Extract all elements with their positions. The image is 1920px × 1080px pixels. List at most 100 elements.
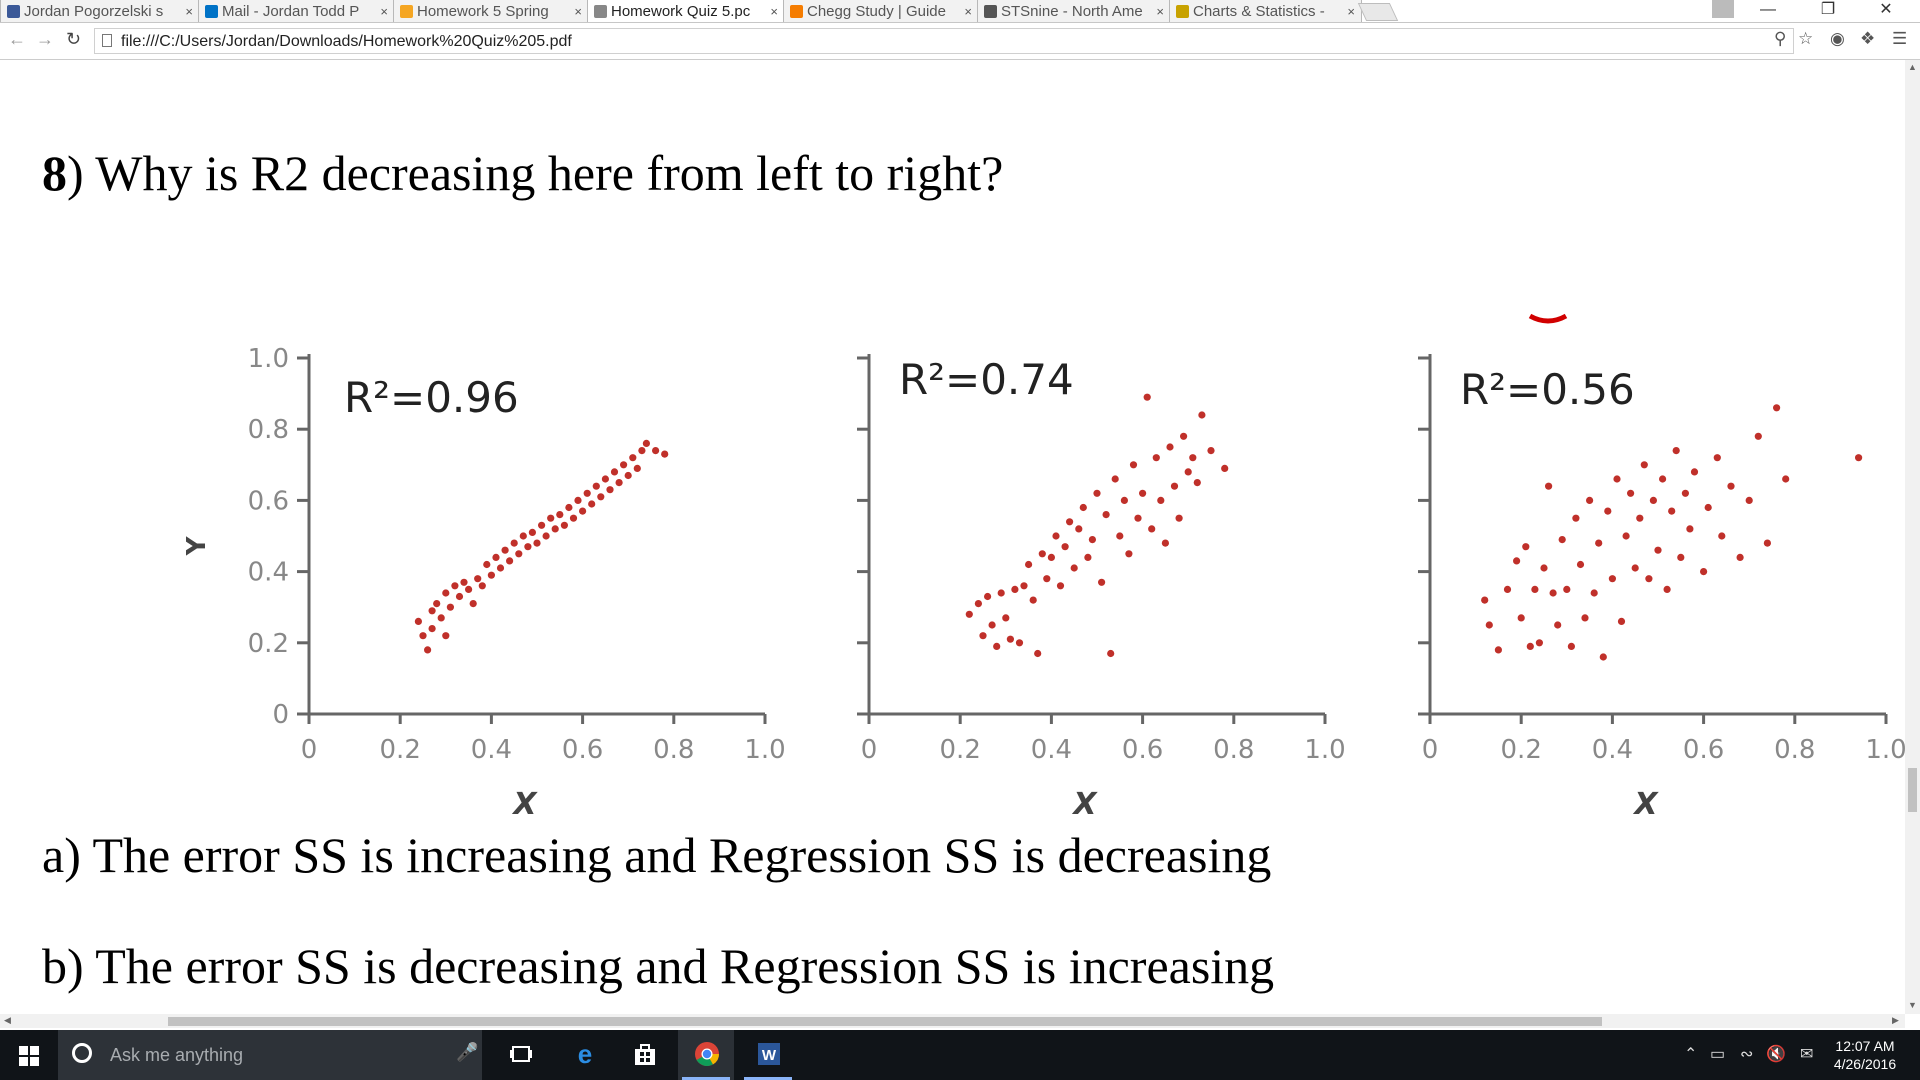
scatter-point [1535, 639, 1543, 647]
system-clock[interactable]: 12:07 AM 4/26/2016 [1830, 1037, 1900, 1073]
tab-4[interactable]: Homework Quiz 5.pc × [587, 0, 785, 22]
scatter-point [1622, 532, 1630, 540]
action-center-icon[interactable]: ✉ [1800, 1046, 1814, 1063]
scatter-point [1198, 411, 1206, 419]
scatter-point [642, 439, 651, 447]
word-button[interactable]: W [740, 1030, 796, 1080]
scatter-point [1617, 617, 1626, 625]
tab-title: Charts & Statistics - [1193, 2, 1325, 20]
close-window-icon[interactable]: ✕ [1879, 1, 1893, 18]
task-view-button[interactable] [492, 1030, 548, 1080]
tab-5[interactable]: Chegg Study | Guide × [783, 0, 979, 22]
search-placeholder[interactable]: Ask me anything [110, 1045, 244, 1065]
scatter-point [1098, 578, 1106, 586]
scatter-point [1056, 582, 1065, 590]
store-button[interactable] [616, 1030, 672, 1080]
new-tab-button[interactable] [1357, 3, 1399, 21]
tab-close-icon[interactable]: × [380, 3, 388, 19]
vertical-scroll-thumb[interactable] [1908, 768, 1917, 812]
zoom-icon[interactable]: ⚲ [1774, 29, 1787, 48]
scatter-point [1152, 454, 1160, 462]
scatter-point [542, 532, 550, 540]
scatter-point [547, 514, 555, 522]
wifi-icon[interactable]: ∾ [1740, 1046, 1754, 1063]
store-icon [635, 1044, 655, 1065]
x-axis-label: X [1632, 787, 1659, 820]
y-tick-label: 0.6 [248, 486, 289, 516]
vertical-scrollbar[interactable]: ▲ ▼ [1905, 60, 1920, 1014]
forward-icon[interactable]: → [36, 29, 54, 49]
scatter-point [455, 592, 464, 601]
scroll-up-icon[interactable]: ▲ [1908, 62, 1917, 72]
scatter-point [1207, 447, 1215, 455]
tab-6[interactable]: STSnine - North Ame × [977, 0, 1171, 22]
tab-3[interactable]: Homework 5 Spring × [393, 0, 589, 22]
tab-title: Jordan Pogorzelski s [24, 2, 164, 20]
scatter-point [433, 600, 441, 608]
tab-close-icon[interactable]: × [770, 3, 778, 19]
cortana-search-box[interactable]: Ask me anything 🎤 [58, 1030, 482, 1080]
back-icon[interactable]: ← [8, 29, 26, 49]
scatter-point [437, 614, 445, 622]
scatter-point [1522, 543, 1530, 551]
scatter-point [1193, 479, 1201, 487]
task-view-icon [510, 1046, 532, 1062]
scatter-point [519, 532, 527, 540]
battery-icon[interactable]: ▭ [1710, 1046, 1726, 1063]
scroll-left-icon[interactable]: ◀ [4, 1015, 11, 1025]
horizontal-scrollbar[interactable]: ◀ ▶ [0, 1014, 1905, 1028]
scatter-point [984, 592, 992, 601]
y-tick-label: 0.4 [248, 558, 289, 588]
chrome-button[interactable] [678, 1030, 734, 1080]
scatter-point [1134, 514, 1142, 522]
extension-icon[interactable]: ◉ [1830, 29, 1845, 48]
tab-2[interactable]: Mail - Jordan Todd P × [198, 0, 395, 22]
windows-start-icon[interactable] [19, 1046, 39, 1066]
scatter-point [524, 543, 532, 551]
scatter-point [1034, 649, 1042, 658]
scatter-point [1681, 489, 1689, 497]
tab-close-icon[interactable]: × [1156, 3, 1164, 19]
profile-icon[interactable] [1712, 0, 1734, 18]
scatter-point [1052, 532, 1060, 540]
scatter-point [1668, 507, 1676, 515]
menu-icon[interactable]: ☰ [1892, 29, 1908, 48]
scatter-point [629, 454, 637, 462]
scroll-down-icon[interactable]: ▼ [1908, 1000, 1917, 1010]
tab-1[interactable]: Jordan Pogorzelski s × [0, 0, 200, 22]
tab-7[interactable]: Charts & Statistics - × [1169, 0, 1362, 22]
scatter-point [624, 471, 632, 480]
scatter-point [1111, 475, 1119, 483]
microphone-icon[interactable]: 🎤 [456, 1042, 479, 1062]
scatter-point [1554, 621, 1562, 629]
x-tick-label: 1.0 [1865, 735, 1905, 765]
bookmark-star-icon[interactable]: ☆ [1798, 29, 1814, 48]
scatter-point [428, 607, 436, 615]
scatter-point [1102, 511, 1110, 519]
extension-puzzle-icon[interactable]: ❖ [1860, 29, 1876, 48]
scatter-point [442, 589, 450, 597]
scatter-point [569, 514, 578, 522]
x-tick-label: 0 [1422, 735, 1439, 765]
restore-icon[interactable]: ❐ [1820, 1, 1836, 18]
tab-close-icon[interactable]: × [185, 3, 193, 19]
edge-button[interactable]: e [556, 1030, 612, 1080]
reload-icon[interactable]: ↻ [66, 29, 82, 49]
address-bar[interactable]: file:///C:/Users/Jordan/Downloads/Homewo… [94, 28, 1794, 54]
tab-close-icon[interactable]: × [1347, 3, 1355, 19]
x-tick-label: 0.8 [1774, 735, 1815, 765]
scatter-point [652, 447, 660, 455]
tab-close-icon[interactable]: × [574, 3, 582, 19]
word-icon: W [758, 1043, 780, 1065]
scatter-point [1006, 635, 1015, 643]
minimize-icon[interactable]: — [1760, 1, 1776, 18]
tray-overflow-icon[interactable]: ⌃ [1684, 1046, 1698, 1063]
mail-icon [205, 4, 218, 18]
r-squared-annotation: R²=0.56 [1460, 365, 1635, 414]
scatter-point [1627, 489, 1635, 497]
scroll-right-icon[interactable]: ▶ [1892, 1015, 1899, 1025]
horizontal-scroll-thumb[interactable] [168, 1017, 1602, 1026]
url-text[interactable]: file:///C:/Users/Jordan/Downloads/Homewo… [121, 33, 572, 50]
tab-close-icon[interactable]: × [964, 3, 972, 19]
volume-muted-icon[interactable]: 🔇 [1766, 1046, 1786, 1063]
